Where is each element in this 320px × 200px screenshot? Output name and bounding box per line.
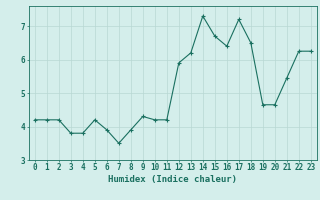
X-axis label: Humidex (Indice chaleur): Humidex (Indice chaleur)	[108, 175, 237, 184]
